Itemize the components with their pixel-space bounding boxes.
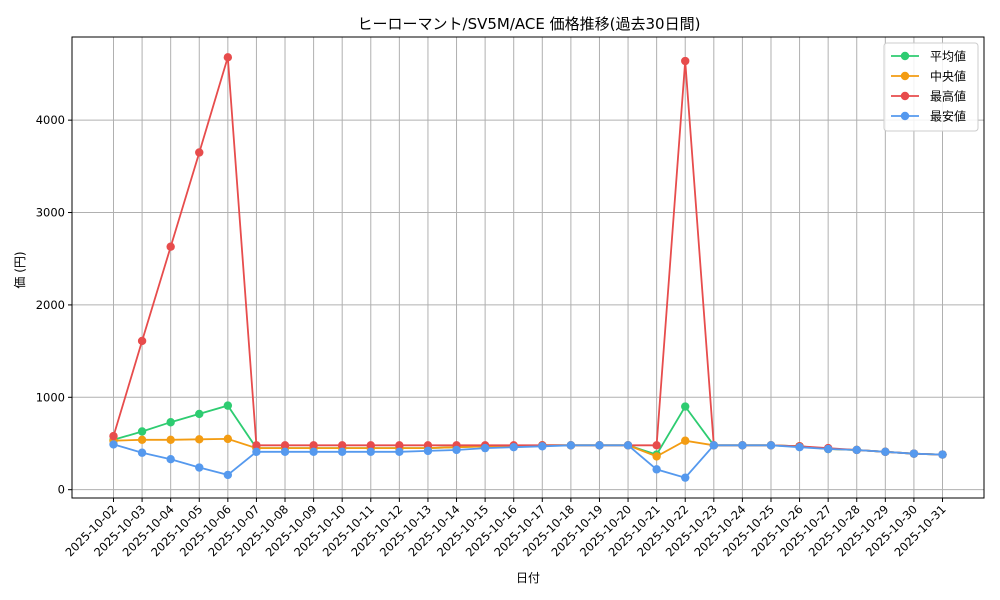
data-point	[195, 148, 204, 157]
y-axis-ticks: 0 1000 2000 3000 4000	[36, 113, 72, 497]
data-point	[166, 435, 175, 444]
legend-label: 平均値	[930, 49, 966, 64]
legend-marker	[900, 91, 910, 101]
data-point	[480, 443, 490, 453]
y-tick-label: 1000	[36, 390, 65, 404]
series-lines	[109, 53, 947, 482]
data-point	[337, 441, 347, 450]
legend-box	[883, 42, 979, 132]
data-point	[709, 441, 719, 450]
data-point	[909, 449, 919, 458]
data-point	[309, 447, 318, 457]
data-point	[652, 452, 661, 461]
data-point	[366, 447, 375, 457]
legend-item: 最安値	[891, 109, 966, 124]
data-point	[595, 441, 604, 450]
data-point	[795, 442, 804, 452]
y-tick-label: 0	[58, 483, 65, 497]
chart-title: ヒーローマント/SV5M/ACE 価格推移(過去30日間)	[358, 15, 701, 33]
legend-marker	[900, 51, 910, 61]
legend-marker	[900, 111, 910, 121]
data-point	[738, 441, 747, 450]
y-tick-label: 2000	[36, 298, 65, 312]
data-point	[223, 434, 233, 444]
data-point	[366, 441, 375, 450]
data-point	[223, 470, 233, 480]
data-point	[681, 402, 690, 411]
data-point	[509, 442, 518, 452]
legend-label: 最安値	[930, 109, 966, 124]
data-point	[195, 435, 204, 444]
legend-item: 平均値	[891, 49, 966, 64]
data-point	[223, 401, 233, 410]
data-point	[852, 445, 861, 455]
data-point	[423, 446, 433, 456]
data-point	[681, 436, 690, 445]
legend-item: 最高値	[891, 89, 966, 104]
series-最安値	[109, 440, 947, 482]
data-point	[280, 441, 290, 450]
data-point	[195, 463, 204, 472]
y-tick-label: 4000	[36, 113, 65, 127]
series-line	[113, 443, 943, 479]
data-point	[681, 56, 690, 66]
data-point	[280, 447, 290, 457]
data-point	[566, 441, 576, 450]
data-point	[252, 441, 261, 450]
data-point	[137, 448, 147, 457]
x-axis-label: 日付	[516, 571, 540, 585]
series-平均値	[109, 401, 947, 459]
y-tick-label: 3000	[36, 206, 65, 220]
data-point	[881, 447, 890, 457]
series-line	[112, 57, 943, 456]
data-point	[166, 242, 175, 251]
data-point	[137, 435, 147, 444]
data-point	[538, 442, 547, 451]
data-point	[223, 53, 233, 62]
x-axis-ticks: 2025-10-022025-10-032025-10-042025-10-05…	[62, 498, 949, 559]
data-point	[766, 441, 776, 450]
data-point	[652, 465, 661, 474]
legend-label: 最高値	[930, 89, 966, 104]
data-point	[938, 450, 947, 459]
grid-lines	[72, 37, 984, 498]
legend-item: 中央値	[891, 69, 966, 84]
data-point	[109, 440, 118, 449]
data-point	[137, 427, 147, 436]
data-point	[395, 441, 404, 450]
data-point	[652, 441, 661, 450]
data-point	[252, 447, 261, 457]
data-point	[623, 441, 633, 450]
series-最高値	[109, 53, 947, 459]
data-point	[395, 447, 404, 457]
legend-label: 中央値	[930, 69, 966, 84]
data-point	[195, 409, 204, 419]
data-point	[166, 418, 175, 427]
plot-frame	[71, 36, 985, 499]
data-point	[309, 441, 318, 450]
data-point	[681, 473, 690, 482]
data-point	[337, 447, 347, 457]
legend-marker	[900, 71, 910, 81]
data-point	[109, 431, 118, 441]
data-point	[452, 445, 461, 455]
y-axis-label: 価 (円)	[13, 251, 27, 288]
data-point	[823, 444, 833, 454]
data-point	[137, 336, 147, 346]
data-point	[166, 454, 175, 464]
